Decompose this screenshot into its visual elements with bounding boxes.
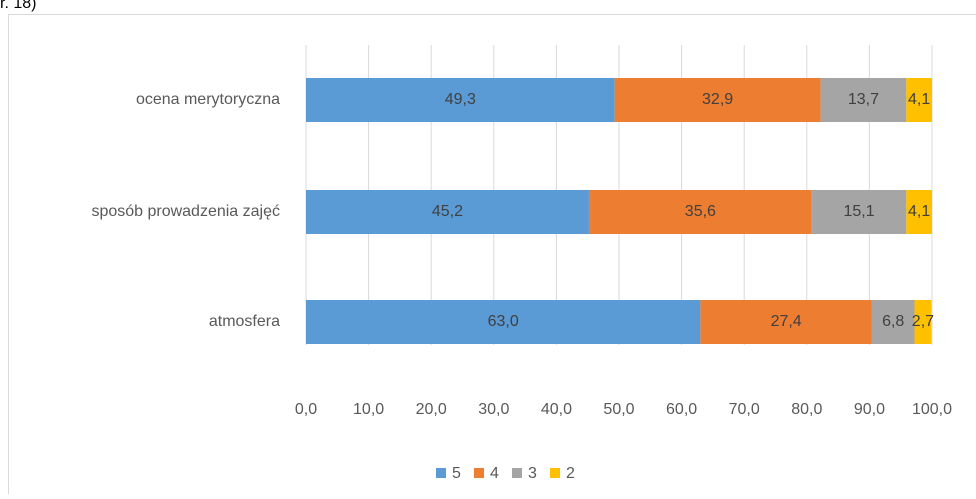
data-label: 35,6 — [685, 203, 716, 220]
data-label: 13,7 — [848, 91, 879, 108]
legend-label: 3 — [528, 465, 537, 482]
x-tick-label: 60,0 — [666, 401, 697, 418]
legend-swatch — [474, 468, 484, 478]
legend-label: 5 — [452, 465, 461, 482]
legend-label: 4 — [490, 465, 499, 482]
data-label: 49,3 — [445, 91, 476, 108]
x-tick-label: 70,0 — [729, 401, 760, 418]
y-tick-label: ocena merytoryczna — [136, 91, 280, 108]
x-tick-label: 40,0 — [541, 401, 572, 418]
legend-swatch — [512, 468, 522, 478]
data-label: 45,2 — [432, 203, 463, 220]
data-label: 63,0 — [488, 313, 519, 330]
data-label: 27,4 — [771, 313, 802, 330]
data-label: 2,7 — [912, 313, 934, 330]
x-tick-label: 80,0 — [791, 401, 822, 418]
legend-swatch — [550, 468, 560, 478]
x-tick-label: 0,0 — [295, 401, 317, 418]
x-tick-label: 30,0 — [478, 401, 509, 418]
x-tick-label: 10,0 — [353, 401, 384, 418]
x-tick-label: 50,0 — [603, 401, 634, 418]
x-tick-label: 20,0 — [416, 401, 447, 418]
legend-label: 2 — [566, 465, 575, 482]
x-tick-label: 100,0 — [912, 401, 952, 418]
y-tick-label: atmosfera — [209, 313, 280, 330]
y-tick-label: sposób prowadzenia zajęć — [91, 203, 280, 220]
annotation: r. 18) — [0, 0, 36, 12]
data-label: 4,1 — [908, 91, 930, 108]
data-label: 15,1 — [844, 203, 875, 220]
data-label: 6,8 — [882, 313, 904, 330]
legend-swatch — [436, 468, 446, 478]
x-tick-label: 90,0 — [854, 401, 885, 418]
data-label: 32,9 — [702, 91, 733, 108]
data-label: 4,1 — [908, 203, 930, 220]
